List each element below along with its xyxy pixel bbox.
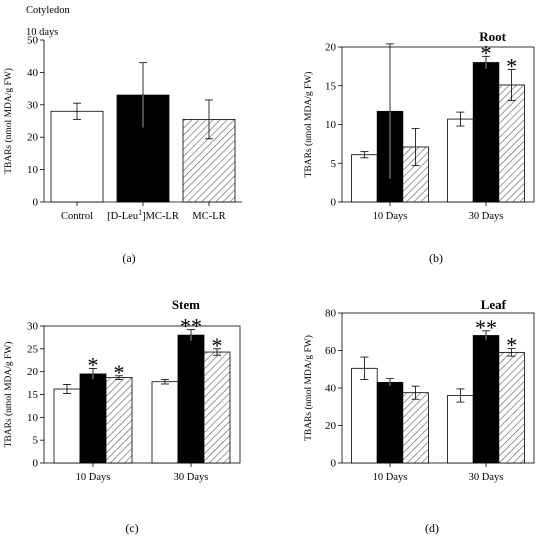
y-tick-label: 0 [331,197,337,209]
chart-panel-1: 0 10 20 30 40 50 TBARs (nmol MDA/g FW) Cotyledo… [3,5,242,265]
panel-label: (d) [425,521,439,535]
chart-subtitle: 10 days [26,27,58,38]
bar [498,84,525,203]
x-tick-label: 10 Days [373,472,408,483]
y-axis-label: TBARs (nmol MDA/g FW) [303,335,314,441]
significance-marker: * [212,333,223,358]
y-tick-label: 25 [27,343,39,355]
x-tick-label: 10 Days [373,211,408,222]
y-tick-label: 20 [325,42,337,54]
y-tick-label: 5 [331,158,337,170]
bar [498,351,525,464]
panel-label: (c) [125,521,138,535]
bar [79,373,107,464]
x-tick-label: 10 Days [76,472,111,483]
significance-marker: * [481,40,492,65]
chart-title: Leaf [481,297,507,312]
y-tick-label: 50 [27,35,39,47]
significance-marker: ** [475,315,497,340]
bar [351,367,378,464]
y-tick-label: 30 [27,99,39,111]
y-tick-label: 20 [325,420,337,432]
panel-label: (a) [122,251,135,265]
y-axis-label: TBARs (nmol MDA/g FW) [3,342,14,448]
bar [472,335,500,464]
y-tick-label: 0 [33,197,39,209]
bar [376,381,404,464]
y-tick-label: 15 [325,80,337,92]
y-tick-label: 60 [325,345,337,357]
y-tick-label: 80 [325,308,337,320]
x-tick-label: 30 Days [469,472,504,483]
chart-panel-3: 0 5 10 15 20 25 30 TBARs (nmol MDA/g FW) Stem (c)… [3,297,241,535]
bar [177,334,205,464]
bar [105,377,133,464]
y-tick-label: 0 [331,458,337,470]
chart-panel-4: 0 20 40 60 80 TBARs (nmol MDA/g FW) Leaf (d) 10 … [303,297,535,535]
significance-marker: * [114,360,125,385]
x-tick-label: Control [61,211,93,222]
bar [351,154,378,203]
bar [402,392,429,464]
panel-label: (b) [429,251,443,265]
y-tick-label: 10 [27,164,39,176]
y-tick-label: 20 [27,366,39,378]
bar [50,110,104,203]
significance-marker: ** [180,314,202,339]
bar [203,351,231,464]
chart-title: Cotyledon [26,5,70,16]
bar [447,395,474,464]
y-axis-label: TBARs (nmol MDA/g FW) [3,68,14,174]
significance-marker: * [88,352,99,377]
y-tick-label: 5 [33,435,39,447]
x-tick-label: 30 Days [174,472,209,483]
significance-marker: * [506,53,517,78]
y-tick-label: 40 [325,383,337,395]
bar [447,118,474,203]
x-tick-label: MC-LR [192,211,225,222]
chart-title: Root [479,29,506,44]
y-tick-label: 30 [27,321,39,333]
bar [53,388,81,464]
y-tick-label: 15 [27,389,39,401]
y-tick-label: 10 [27,412,39,424]
bar [472,62,500,203]
chart-panel-2: 0 5 10 15 20 TBARs (nmol MDA/g FW) Root (b) 10 D… [303,29,535,265]
bar [151,381,179,464]
significance-marker: * [506,333,517,358]
y-tick-label: 40 [27,67,39,79]
y-tick-label: 0 [33,458,39,470]
y-tick-label: 10 [325,119,337,131]
x-tick-label: [D-Leu1]MC-LR [107,208,179,222]
y-axis-label: TBARs (nmol MDA/g FW) [303,72,314,178]
x-tick-label: 30 Days [469,211,504,222]
chart-title: Stem [172,297,200,312]
y-tick-label: 20 [27,132,39,144]
